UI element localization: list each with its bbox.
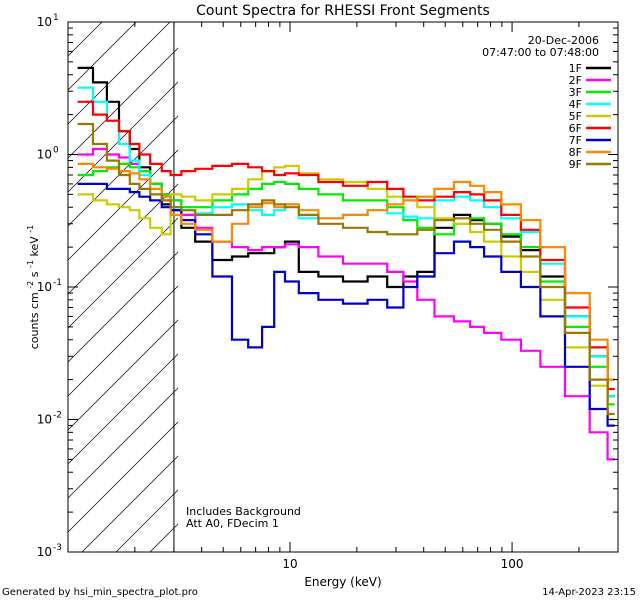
y-tick-exponent: 1 (53, 13, 59, 23)
footer-generated-by: Generated by hsi_min_spectra_plot.pro (2, 587, 198, 598)
hatch-line (68, 421, 178, 533)
y-tick-label: 10 (37, 413, 52, 427)
hatch-line (68, 22, 171, 125)
y-tick-label: 10 (37, 148, 52, 162)
series-line-9f (77, 122, 615, 416)
y-label-exp2: -1 (26, 260, 35, 268)
date-label: 20-Dec-2006 (528, 34, 599, 47)
hatch-line (68, 251, 178, 363)
legend-label-5f: 5F (569, 110, 582, 123)
time-range-label: 07:47:00 to 07:48:00 (482, 46, 599, 59)
y-tick-exponent: -2 (53, 411, 62, 421)
y-label-end: keV (28, 236, 41, 257)
x-tick-label: 10 (282, 557, 297, 571)
legend-label-7f: 7F (569, 134, 582, 147)
y-label-main: counts cm (28, 292, 41, 349)
series-line-7f (77, 182, 615, 427)
legend-label-3f: 3F (569, 86, 582, 99)
hatch-line (68, 387, 178, 499)
y-label-exp3: -1 (26, 225, 35, 233)
annotation-background: Includes Background (186, 505, 301, 518)
series-line-6f (77, 100, 615, 391)
legend-label-2f: 2F (569, 74, 582, 87)
y-axis-label: counts cm -2 s -1 keV -1 (23, 225, 41, 350)
legend-label-9f: 9F (569, 158, 582, 171)
hatch-line (68, 81, 178, 193)
legend-label-1f: 1F (569, 62, 582, 75)
footer-timestamp: 14-Apr-2023 23:15 (542, 587, 636, 598)
y-tick-label: 10 (37, 15, 52, 29)
x-tick-label: 100 (501, 557, 524, 571)
y-tick-label: 10 (37, 545, 52, 559)
series-layer (77, 66, 615, 461)
hatch-line (68, 47, 178, 159)
y-tick-exponent: -1 (53, 278, 62, 288)
y-label-mid: s (28, 271, 41, 277)
legend-label-8f: 8F (569, 146, 582, 159)
series-line-5f (77, 164, 615, 421)
y-tick-exponent: 0 (53, 146, 59, 156)
legend-label-4f: 4F (569, 98, 582, 111)
y-tick-label: 10 (37, 280, 52, 294)
hatch-line (68, 217, 178, 329)
legend-label-6f: 6F (569, 122, 582, 135)
series-line-3f (77, 162, 615, 406)
x-axis-label: Energy (keV) (304, 575, 381, 589)
annotation-attenuator: Att A0, FDecim 1 (186, 517, 279, 530)
y-label-exp1: -2 (26, 281, 35, 289)
hatch-line (81, 455, 178, 552)
y-tick-exponent: -3 (53, 543, 62, 553)
chart-title: Count Spectra for RHESSI Front Segments (196, 3, 490, 19)
hatch-line (68, 285, 178, 397)
